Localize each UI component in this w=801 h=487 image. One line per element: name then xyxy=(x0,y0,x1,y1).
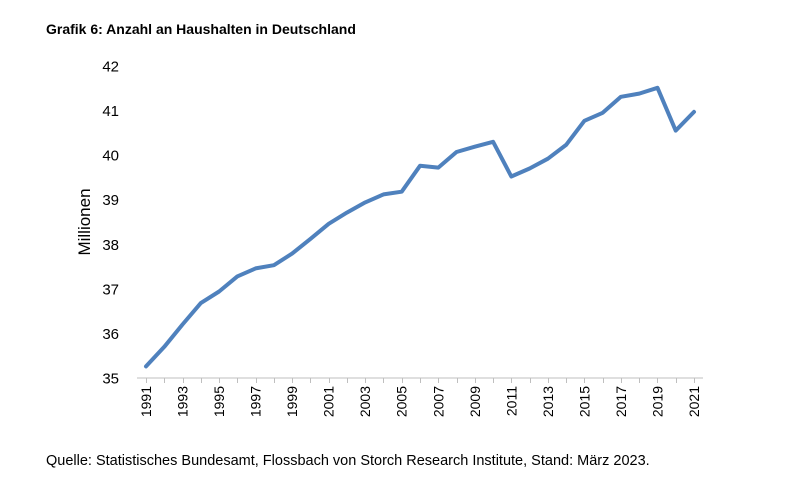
chart-title: Grafik 6: Anzahl an Haushalten in Deutsc… xyxy=(46,21,356,37)
x-tick-labels: 1991 1993 1995 1997 1999 2001 2003 2005 2007 2009… xyxy=(138,386,702,417)
chart-axes xyxy=(137,377,703,383)
x-tick-label: 2013 xyxy=(540,386,556,417)
x-tick-label: 2021 xyxy=(686,386,702,417)
x-tick-label: 1991 xyxy=(138,386,154,417)
x-tick-label: 1997 xyxy=(248,386,264,417)
x-tick-label: 1993 xyxy=(175,386,191,417)
x-tick-label: 2011 xyxy=(503,386,519,416)
y-axis-label: Millionen xyxy=(75,188,94,255)
y-tick-labels: 35 36 37 38 39 40 41 42 xyxy=(102,59,119,388)
x-tick-label: 2015 xyxy=(576,386,592,417)
x-tick-label: 2003 xyxy=(357,386,373,417)
x-tick-label: 2005 xyxy=(394,386,410,417)
y-tick-label: 39 xyxy=(102,192,119,209)
y-tick-label: 41 xyxy=(102,103,119,120)
x-tick-label: 1995 xyxy=(211,386,227,417)
x-tick-label: 2001 xyxy=(321,386,337,417)
y-tick-label: 35 xyxy=(102,371,119,388)
x-tick-label: 2017 xyxy=(613,386,629,417)
x-tick-label: 2019 xyxy=(649,386,665,417)
y-tick-label: 40 xyxy=(102,148,119,165)
y-tick-label: 36 xyxy=(102,326,119,343)
x-tick-label: 1999 xyxy=(284,386,300,417)
series-line xyxy=(144,85,696,369)
series-group xyxy=(144,85,696,369)
y-tick-label: 37 xyxy=(102,281,119,298)
source-footnote: Quelle: Statistisches Bundesamt, Flossba… xyxy=(46,453,650,469)
x-tick-label: 2009 xyxy=(467,386,483,417)
x-tick-label: 2007 xyxy=(430,386,446,417)
y-tick-label: 42 xyxy=(102,59,119,76)
y-tick-label: 38 xyxy=(102,237,119,254)
